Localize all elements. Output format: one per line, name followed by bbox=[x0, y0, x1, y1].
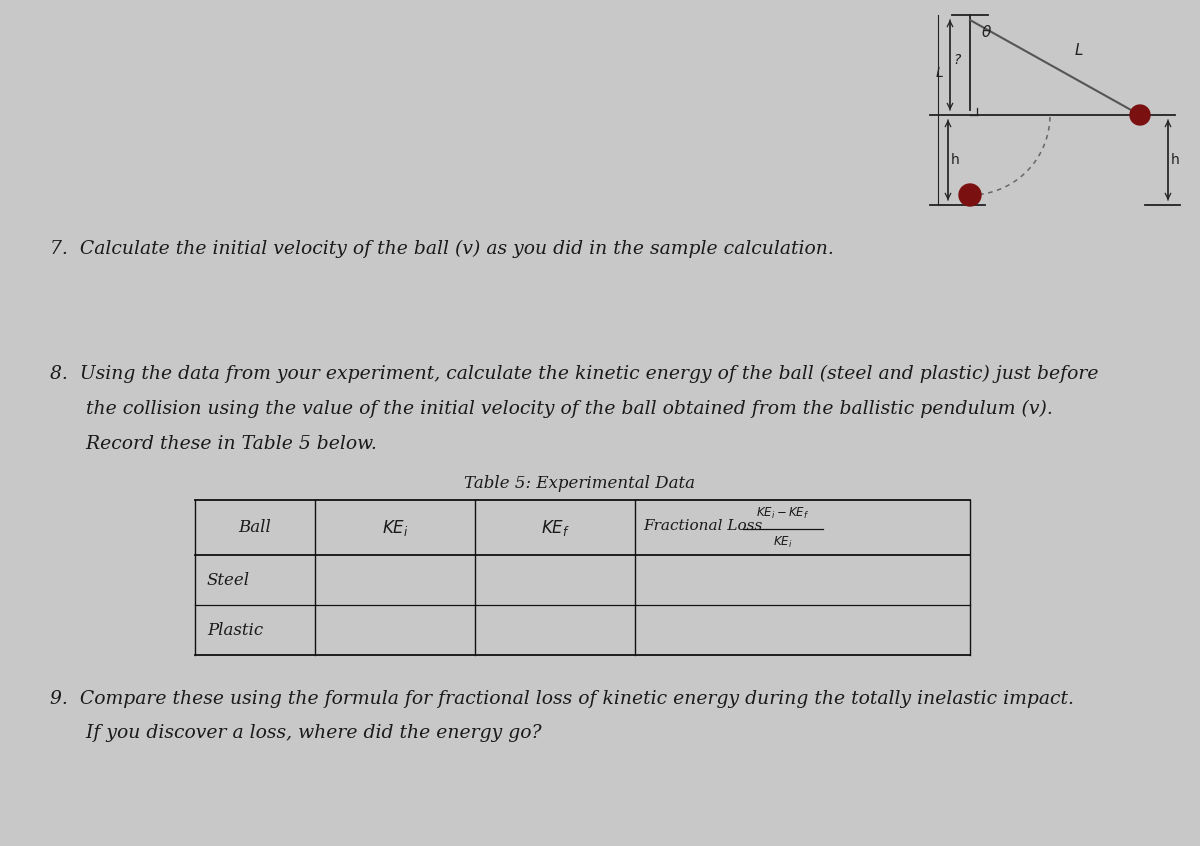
Text: h: h bbox=[952, 153, 960, 167]
Text: Record these in Table 5 below.: Record these in Table 5 below. bbox=[50, 435, 377, 453]
Text: $KE_f$: $KE_f$ bbox=[540, 518, 570, 537]
Text: L: L bbox=[1075, 43, 1084, 58]
Text: 8.  Using the data from your experiment, calculate the kinetic energy of the bal: 8. Using the data from your experiment, … bbox=[50, 365, 1098, 383]
Text: 9.  Compare these using the formula for fractional loss of kinetic energy during: 9. Compare these using the formula for f… bbox=[50, 690, 1074, 708]
Text: Ball: Ball bbox=[239, 519, 271, 536]
Text: Table 5: Experimental Data: Table 5: Experimental Data bbox=[464, 475, 696, 492]
Text: the collision using the value of the initial velocity of the ball obtained from : the collision using the value of the ini… bbox=[50, 400, 1052, 418]
Text: L: L bbox=[935, 66, 943, 80]
Text: Plastic: Plastic bbox=[208, 622, 263, 639]
Text: Fractional Loss: Fractional Loss bbox=[643, 519, 762, 532]
Text: $KE_i-KE_f$: $KE_i-KE_f$ bbox=[756, 506, 810, 521]
Text: If you discover a loss, where did the energy go?: If you discover a loss, where did the en… bbox=[50, 724, 541, 742]
Circle shape bbox=[1130, 105, 1150, 125]
Text: Steel: Steel bbox=[208, 572, 250, 589]
Text: ?: ? bbox=[953, 53, 960, 67]
Text: θ: θ bbox=[982, 25, 991, 40]
Text: 7.  Calculate the initial velocity of the ball (v) as you did in the sample calc: 7. Calculate the initial velocity of the… bbox=[50, 240, 834, 258]
Text: $KE_i$: $KE_i$ bbox=[382, 518, 408, 537]
Text: $KE_i$: $KE_i$ bbox=[773, 535, 793, 550]
Circle shape bbox=[959, 184, 982, 206]
Text: h: h bbox=[1171, 153, 1180, 167]
